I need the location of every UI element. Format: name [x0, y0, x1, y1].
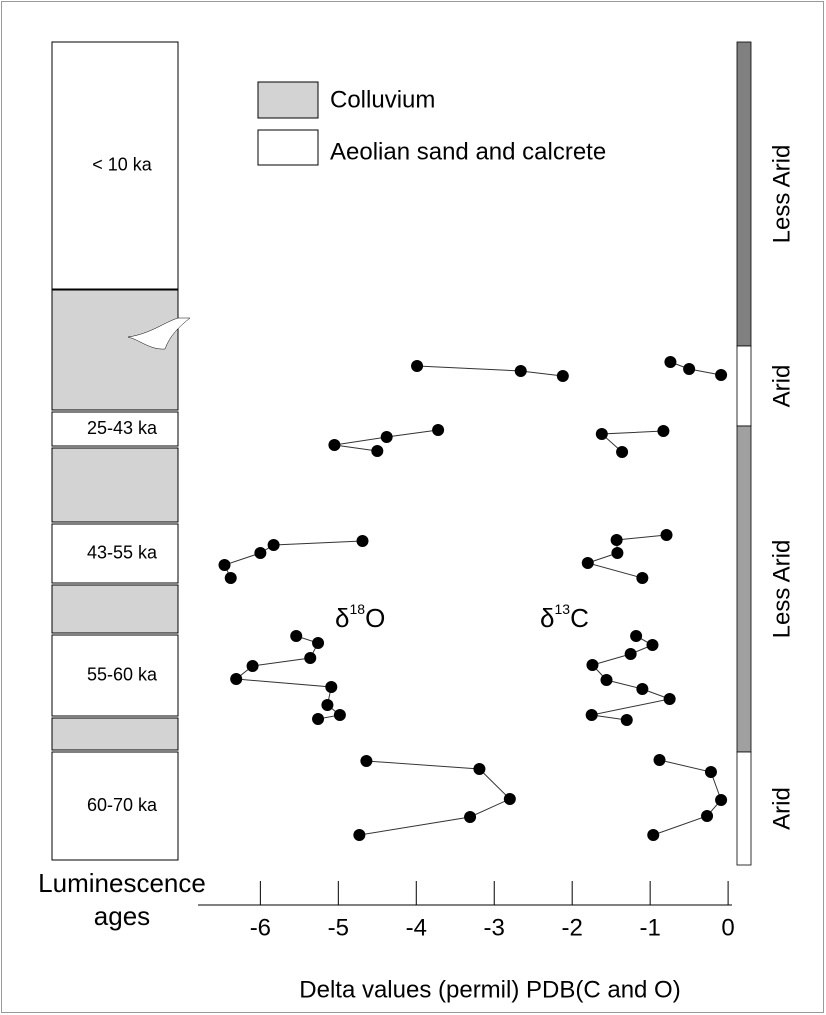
- data-point: [411, 360, 424, 372]
- data-point: [663, 693, 676, 705]
- column-title: Luminescence: [38, 868, 206, 898]
- data-point: [312, 637, 325, 649]
- data-point: [224, 572, 237, 584]
- climate-bar: [736, 425, 752, 753]
- data-point: [304, 652, 317, 664]
- column-title: ages: [94, 901, 150, 931]
- climate-bar: [736, 751, 752, 866]
- data-point: [230, 673, 243, 685]
- climate-bar: [736, 345, 752, 427]
- data-point: [290, 630, 303, 642]
- data-point: [657, 425, 670, 437]
- climate-label: Less Arid: [768, 145, 795, 244]
- legend-swatch: [257, 129, 319, 166]
- data-point: [464, 811, 477, 823]
- data-point: [267, 539, 280, 551]
- data-point: [360, 755, 373, 767]
- data-point: [353, 829, 366, 841]
- age-unit: [51, 584, 179, 634]
- data-point: [660, 529, 673, 541]
- age-unit: [51, 289, 179, 411]
- data-point: [432, 424, 445, 436]
- x-tick-label: 0: [721, 914, 734, 941]
- climate-label: Less Arid: [768, 540, 795, 639]
- age-unit: [51, 717, 179, 751]
- age-unit: [51, 751, 179, 861]
- age-unit: [51, 634, 179, 717]
- data-point: [715, 794, 728, 806]
- data-point: [321, 699, 334, 711]
- isotope-symbol: δ: [540, 603, 554, 633]
- data-point: [595, 428, 608, 440]
- x-tick-label: -1: [639, 914, 660, 941]
- data-point: [581, 557, 594, 569]
- isotope-label: δ18O: [335, 601, 385, 633]
- x-tick-label: -3: [484, 914, 505, 941]
- data-point: [246, 660, 259, 672]
- data-point: [624, 648, 637, 660]
- data-point: [646, 639, 659, 651]
- data-point: [610, 534, 623, 546]
- climate-label: Arid: [768, 787, 795, 830]
- data-point: [556, 370, 569, 382]
- data-point: [312, 713, 325, 725]
- data-point: [600, 674, 613, 686]
- data-point: [218, 559, 231, 571]
- data-point: [514, 365, 527, 377]
- isotope-mass: 13: [554, 601, 570, 617]
- age-label: 43-55 ka: [87, 542, 158, 562]
- age-label: 25-43 ka: [87, 418, 158, 438]
- data-point: [636, 683, 649, 695]
- age-unit: [51, 411, 179, 447]
- data-point: [715, 369, 728, 381]
- legend-label: Colluvium: [330, 86, 435, 113]
- age-label: 60-70 ka: [87, 795, 158, 815]
- data-point: [356, 535, 369, 547]
- isotope-symbol: δ: [335, 603, 349, 633]
- data-point: [616, 446, 629, 458]
- sand-lens: [127, 317, 191, 350]
- age-unit: [51, 447, 179, 523]
- data-point: [328, 439, 341, 451]
- legend-swatch: [257, 81, 319, 119]
- x-axis-label: Delta values (permil) PDB(C and O): [299, 976, 680, 1003]
- data-point: [647, 829, 660, 841]
- climate-bar: [736, 41, 752, 347]
- data-point: [503, 793, 516, 805]
- data-point: [611, 547, 624, 559]
- data-point: [683, 363, 696, 375]
- isotope-label: δ13C: [540, 601, 589, 633]
- data-point: [380, 431, 393, 443]
- legend-label: Aeolian sand and calcrete: [330, 138, 606, 165]
- data-point: [371, 445, 384, 457]
- data-line: [334, 429, 439, 452]
- data-point: [473, 763, 486, 775]
- data-point: [620, 714, 633, 726]
- data-point: [254, 547, 267, 559]
- x-tick-label: -2: [562, 914, 583, 941]
- x-tick-label: -4: [406, 914, 427, 941]
- data-point: [325, 681, 338, 693]
- age-label: < 10 ka: [92, 154, 153, 174]
- x-tick-label: -5: [328, 914, 349, 941]
- data-point: [585, 709, 598, 721]
- data-point: [636, 572, 649, 584]
- isotope-element: C: [570, 603, 589, 633]
- age-label: 55-60 ka: [87, 664, 158, 684]
- data-point: [653, 754, 666, 766]
- isotope-mass: 18: [349, 601, 365, 617]
- data-point: [664, 356, 677, 368]
- climate-label: Arid: [768, 365, 795, 408]
- data-point: [333, 709, 346, 721]
- x-tick-label: -6: [250, 914, 271, 941]
- age-unit: [51, 41, 179, 290]
- data-point: [586, 659, 599, 671]
- data-point: [701, 810, 714, 822]
- age-unit: [51, 523, 179, 584]
- data-point: [704, 766, 717, 778]
- data-point: [630, 630, 643, 642]
- isotope-element: O: [365, 603, 385, 633]
